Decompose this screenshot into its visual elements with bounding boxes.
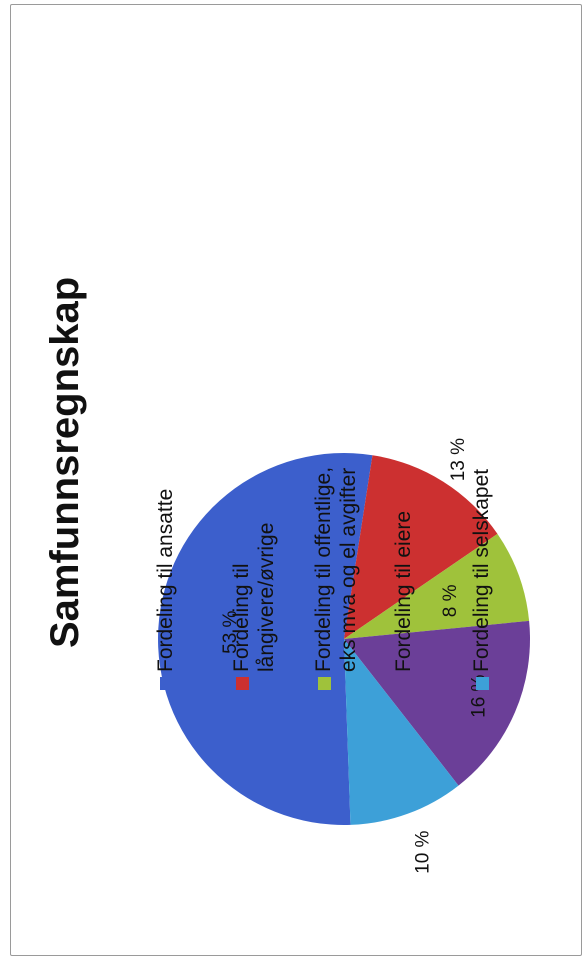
pie-slice-fordeling-til-ansatte — [158, 453, 373, 825]
legend-label-fordeling-til-offentlige-eks-mva-og-el-avgifter: Fordeling til offentlige,eks mva og el a… — [312, 467, 360, 672]
pie-slice-fordeling-til-eiere — [344, 620, 530, 786]
legend-swatch-fordeling-til-selskapet — [476, 677, 489, 690]
data-label-fordeling-til-offentlige-eks-mva-og-el-avgifter: 8 % — [440, 584, 461, 617]
legend-label-fordeling-til-l-ngivere-vrige: Fordeling tillångivere/øvrige — [230, 523, 278, 672]
legend-label-fordeling-til-ansatte: Fordeling til ansatte — [154, 489, 177, 672]
legend-label-fordeling-til-selskapet: Fordeling til selskapet — [470, 469, 493, 672]
chart-title: Samfunnsregnskap — [43, 277, 87, 648]
data-label-fordeling-til-l-ngivere-vrige: 13 % — [448, 438, 469, 481]
legend-swatch-fordeling-til-eiere — [398, 677, 411, 690]
legend-swatch-fordeling-til-l-ngivere-vrige — [236, 677, 249, 690]
legend-label-fordeling-til-eiere: Fordeling til eiere — [392, 511, 415, 672]
pie-slice-fordeling-til-selskapet — [344, 639, 459, 825]
legend-swatch-fordeling-til-ansatte — [160, 677, 173, 690]
legend-swatch-fordeling-til-offentlige-eks-mva-og-el-avgifter — [318, 677, 331, 690]
pie-slice-fordeling-til-l-ngivere-vrige — [344, 455, 498, 639]
data-label-fordeling-til-selskapet: 10 % — [413, 830, 434, 873]
pie-slice-fordeling-til-offentlige-eks-mva-og-el-avgifter — [344, 533, 530, 639]
data-label-fordeling-til-ansatte: 53 % — [220, 610, 241, 653]
